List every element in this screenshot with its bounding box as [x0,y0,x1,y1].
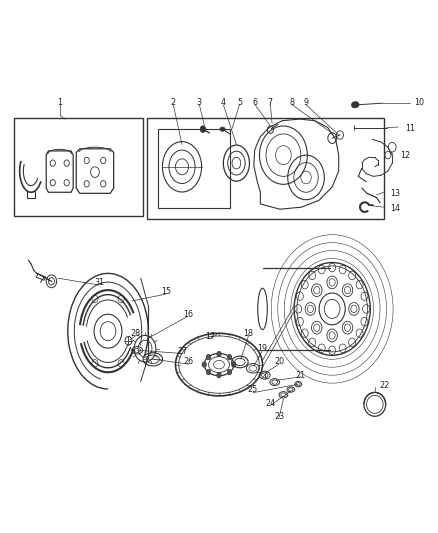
Text: 13: 13 [390,189,400,198]
Text: 16: 16 [183,310,193,319]
Text: 9: 9 [304,98,309,107]
Text: 3: 3 [197,98,202,107]
Circle shape [202,362,206,367]
Text: 14: 14 [390,204,400,213]
Text: 12: 12 [400,151,410,160]
Circle shape [217,373,221,378]
Text: 23: 23 [274,411,284,421]
Text: 1: 1 [58,98,63,107]
Text: 17: 17 [205,332,215,341]
Circle shape [206,369,211,375]
Text: 4: 4 [221,98,226,107]
Bar [158,128,230,208]
Circle shape [232,362,236,367]
Text: 24: 24 [265,399,276,408]
Text: 20: 20 [274,358,284,367]
Circle shape [217,351,221,357]
Bar [147,118,385,219]
Text: 22: 22 [379,381,389,390]
Text: 5: 5 [237,98,242,107]
Text: 11: 11 [406,124,416,133]
Circle shape [206,354,211,360]
Text: 18: 18 [244,329,254,338]
Text: 26: 26 [184,358,194,367]
Text: 6: 6 [253,98,258,107]
Text: 28: 28 [131,329,141,338]
Text: 2: 2 [171,98,176,107]
Text: 7: 7 [268,98,273,107]
Circle shape [227,369,232,375]
Circle shape [227,354,232,360]
Text: 31: 31 [94,278,104,287]
Text: 10: 10 [414,98,424,107]
Text: 15: 15 [161,287,171,296]
Text: 19: 19 [258,344,268,353]
Ellipse shape [220,127,225,131]
Circle shape [200,126,205,132]
Text: 8: 8 [290,98,295,107]
Text: 21: 21 [296,370,306,379]
Bar [14,118,143,216]
Text: 25: 25 [248,385,258,394]
Ellipse shape [351,102,359,108]
Text: 27: 27 [177,347,187,356]
